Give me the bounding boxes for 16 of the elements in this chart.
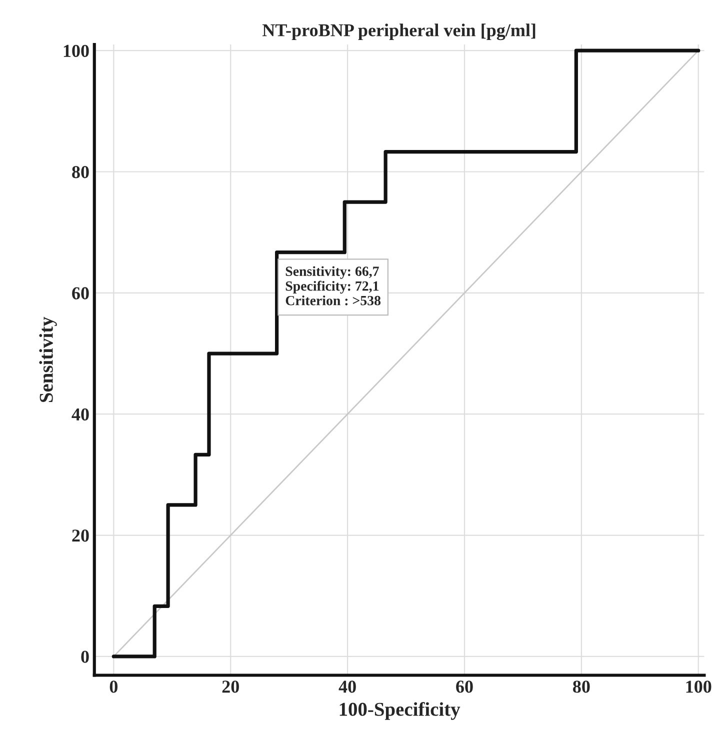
y-tick-label: 40 [72, 408, 89, 421]
x-tick-label: 100 [686, 680, 712, 693]
y-tick-label: 20 [72, 530, 89, 542]
y-axis-title: Sensitivity [39, 316, 57, 402]
y-tick-label: 60 [72, 287, 89, 300]
x-tick-label: 20 [222, 680, 239, 693]
x-tick-label: 60 [456, 680, 473, 693]
x-tick-label: 0 [110, 680, 118, 693]
y-tick-label: 100 [64, 44, 89, 58]
annotation: Sensitivity: 66,7 Specificity: 72,1 Criterion : >538 [286, 266, 381, 306]
chart-title: NT-proBNP peripheral vein [pg/ml] [262, 24, 536, 40]
y-tick-label: 0 [81, 650, 89, 663]
x-tick-label: 80 [573, 680, 590, 693]
y-tick-label: 80 [72, 166, 89, 178]
x-axis-title: 100-Specificity [340, 702, 460, 720]
x-tick-label: 40 [338, 680, 356, 693]
